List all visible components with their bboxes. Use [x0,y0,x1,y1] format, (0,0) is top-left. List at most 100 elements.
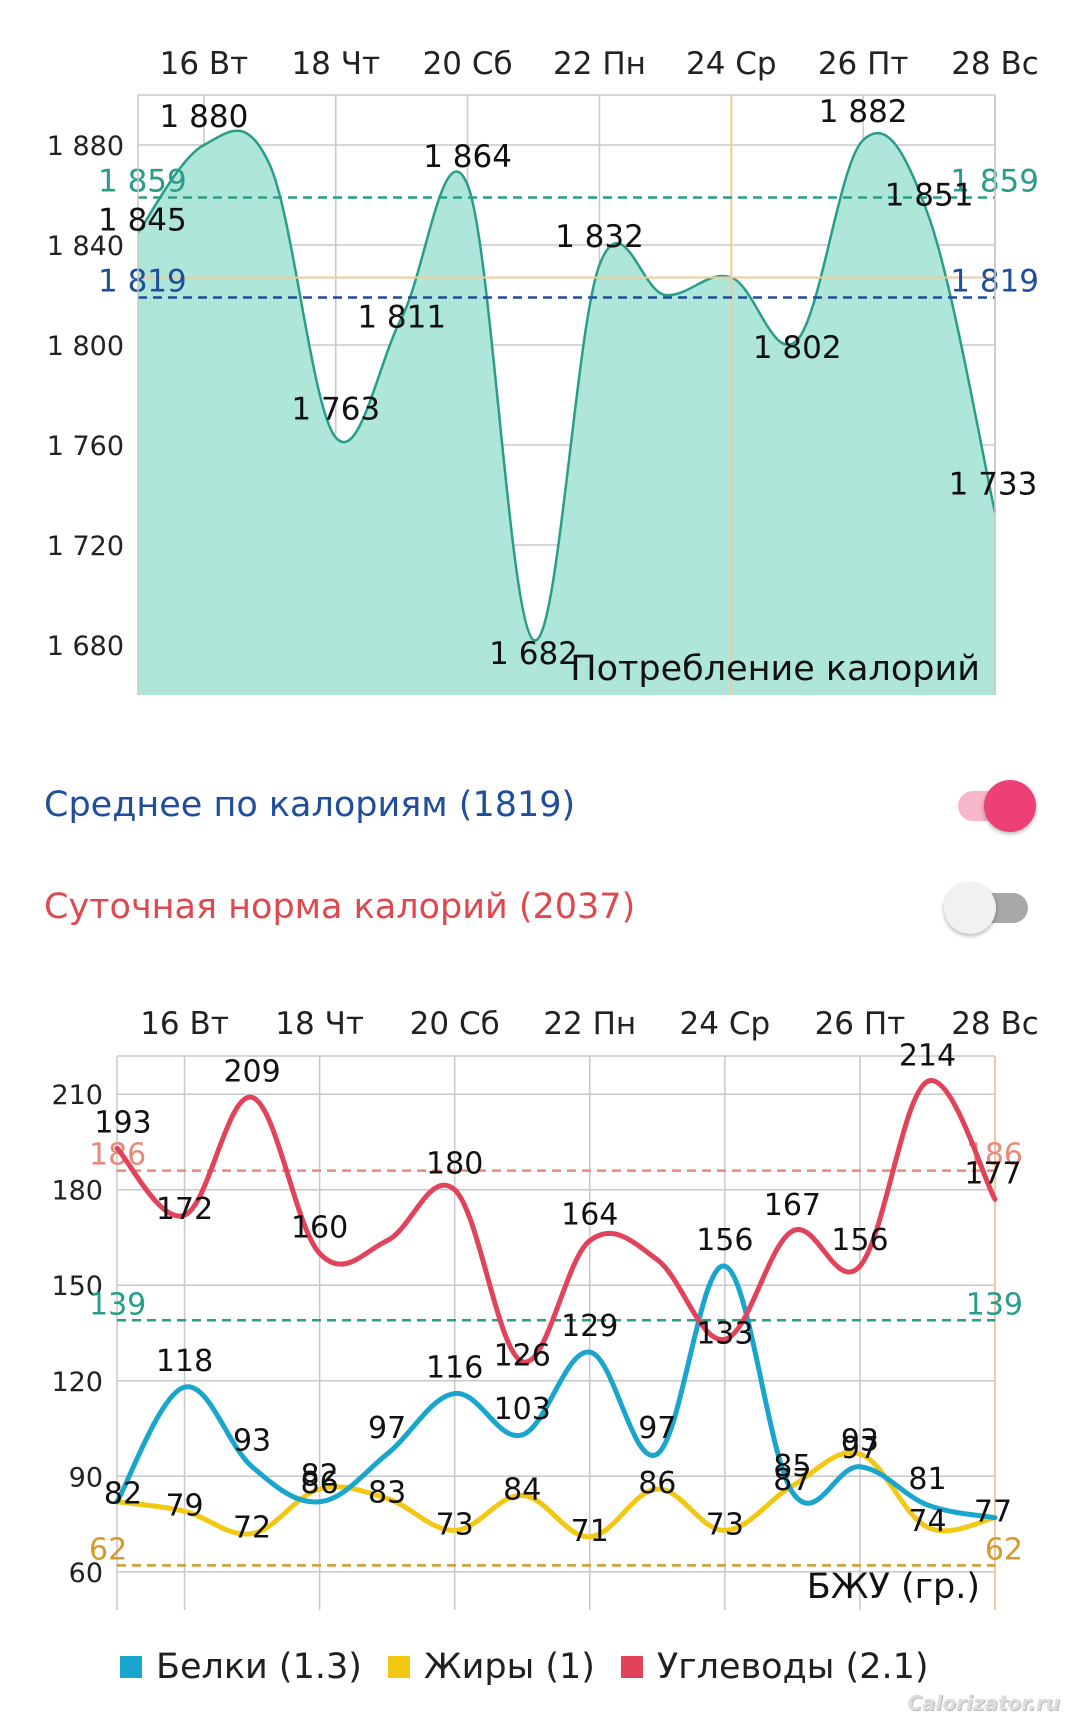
macro-point-label: 97 [638,1411,676,1446]
macro-reference-label-right: 139 [966,1287,1023,1322]
macro-point-label: 164 [561,1198,618,1233]
macro-point-label: 97 [368,1411,406,1446]
macro-reference-label-left: 139 [89,1287,146,1322]
calorie-y-tick: 1 720 [47,531,124,562]
macro-point-label: 82 [301,1459,339,1494]
calorie-area [138,130,995,695]
calorie-x-tick: 24 Ср [686,46,777,82]
macro-chart: 60 90 120 150 180 210 16 Вт 18 Чт 20 Сб 22 Пн 24 С… [51,1006,1039,1610]
macro-x-tick: 18 Чт [275,1006,364,1042]
macro-point-label: 156 [831,1223,888,1258]
macro-point-label: 118 [156,1344,213,1379]
legend-item-fat: Жиры (1) [387,1647,595,1687]
macro-y-tick: 120 [51,1367,103,1398]
macro-point-label: 129 [561,1309,618,1344]
macro-y-tick: 210 [51,1080,103,1111]
calorie-y-tick: 1 760 [47,431,124,462]
macro-point-label: 86 [301,1466,339,1501]
macro-point-label: 177 [964,1156,1021,1191]
calorie-x-tick: 22 Пн [553,46,646,82]
average-calories-label: Среднее по калориям (1819) [44,785,576,825]
macro-y-tick: 60 [69,1558,103,1589]
macro-point-label: 86 [638,1466,676,1501]
average-calories-switch[interactable] [940,775,1040,835]
protein-swatch [120,1656,142,1678]
legend-label-carbs: Углеводы (2.1) [656,1647,929,1687]
watermark: Calorizator.ru [907,1691,1060,1715]
macro-x-tick: 26 Пт [815,1006,906,1042]
macro-point-label: 87 [773,1463,811,1498]
calorie-line [137,129,997,642]
macro-point-label: 193 [94,1105,151,1140]
calorie-y-tick: 1 840 [47,231,124,262]
calorie-y-tick: 1 880 [47,131,124,162]
fat-swatch [387,1656,410,1678]
macro-point-label: 93 [841,1424,879,1459]
daily-norm-switch[interactable] [940,877,1040,937]
calorie-y-tick: 1 800 [47,331,124,362]
calorie-point-label: 1 682 [489,636,578,672]
macro-point-label: 172 [156,1192,213,1227]
macro-point-label: 73 [706,1507,744,1542]
macro-legend: Белки (1.3) Жиры (1) Углеводы (2.1) [120,1642,929,1692]
calorie-point-label: 1 811 [357,300,446,336]
calorie-point-label: 1 864 [423,139,512,175]
calorie-point-label: 1 880 [160,99,249,135]
macro-y-tick: 180 [51,1176,103,1207]
calorie-point-label: 1 882 [819,94,908,130]
macro-point-label: 167 [764,1188,821,1223]
macro-reference-label-right: 62 [985,1532,1023,1567]
calorie-point-label: 1 802 [753,330,842,366]
macro-point-label: 82 [104,1477,142,1512]
macro-point-label: 209 [223,1054,280,1089]
macro-point-label: 79 [165,1488,203,1523]
macro-series-line [114,1450,998,1540]
legend-label-protein: Белки (1.3) [156,1647,362,1687]
legend-label-fat: Жиры (1) [423,1647,595,1687]
macro-point-label: 133 [696,1316,753,1351]
macro-chart-title: БЖУ (гр.) [807,1567,980,1607]
macro-point-label: 103 [494,1392,551,1427]
calorie-x-tick: 28 Вс [951,46,1039,82]
average-toggle-row[interactable]: Среднее по калориям (1819) [44,775,1040,835]
calorie-point-label: 1 733 [949,467,1038,503]
calorie-point-label: 1 832 [555,219,644,255]
macro-y-tick: 90 [69,1462,103,1493]
macro-point-label: 214 [899,1038,956,1073]
macro-point-label: 180 [426,1147,483,1182]
macro-reference-label-left: 186 [89,1138,146,1173]
calorie-x-tick: 16 Вт [160,46,249,82]
calorie-chart-title: Потребление калорий [570,649,980,689]
macro-x-tick: 16 Вт [140,1006,229,1042]
macro-point-label: 74 [908,1504,946,1539]
norm-toggle-row[interactable]: Суточная норма калорий (2037) [44,877,1040,937]
macro-series-line [114,1263,998,1521]
legend-item-protein: Белки (1.3) [120,1647,362,1687]
calorie-x-tick: 26 Пт [818,46,909,82]
macro-x-tick: 20 Сб [410,1006,500,1042]
macro-point-label: 83 [368,1476,406,1511]
macro-point-label: 85 [773,1449,811,1484]
calorie-x-tick: 20 Сб [423,46,513,82]
macro-point-label: 97 [841,1431,879,1466]
macro-point-label: 81 [908,1462,946,1497]
macro-point-label: 71 [571,1514,609,1549]
macro-x-tick: 22 Пн [543,1006,636,1042]
carbs-swatch [620,1656,643,1678]
macro-point-label: 93 [233,1424,271,1459]
legend-item-carbs: Углеводы (2.1) [620,1647,929,1687]
daily-norm-label: Суточная норма калорий (2037) [44,887,636,927]
macro-point-label: 116 [426,1350,483,1385]
macro-y-tick: 150 [51,1271,103,1302]
macro-point-label: 73 [436,1507,474,1542]
calorie-point-label: 1 763 [291,392,380,428]
macro-x-tick: 24 Ср [680,1006,771,1042]
macro-x-tick: 28 Вс [951,1006,1039,1042]
macro-point-label: 77 [974,1495,1012,1530]
reference-label-left: 1 859 [98,164,187,200]
macro-point-label: 156 [696,1223,753,1258]
macro-point-label: 126 [494,1339,551,1374]
calorie-point-label: 1 851 [885,178,974,214]
macro-point-label: 84 [503,1472,541,1507]
calorie-chart: 1 680 1 720 1 760 1 800 1 840 1 880 16 Вт 18 Чт… [47,46,1039,695]
